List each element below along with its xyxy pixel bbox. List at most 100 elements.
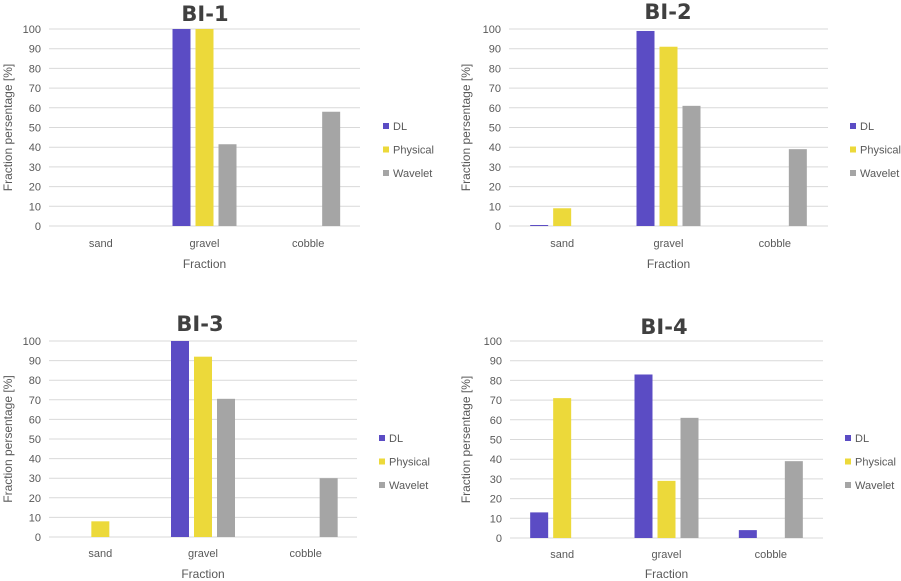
bar-wavelet-cobble — [784, 461, 803, 538]
bar-wavelet-gravel — [680, 417, 699, 538]
y-tick-label: 100 — [484, 336, 502, 348]
x-tick-label: cobble — [759, 238, 791, 250]
x-tick-label: gravel — [654, 238, 684, 250]
chart-panel-4: BI-4 0 10 20 30 40 50 60 70 80 90 100 Fraction perse… — [459, 315, 896, 581]
legend-swatch-physical — [845, 458, 851, 465]
bar-wavelet-gravel — [217, 398, 235, 537]
legend-label: Physical — [855, 457, 896, 469]
y-tick-label: 70 — [29, 83, 41, 95]
x-tick-label: cobble — [289, 548, 321, 560]
x-tick-label: gravel — [188, 548, 218, 560]
bar-dl-sand — [530, 225, 549, 226]
y-tick-label: 100 — [483, 24, 501, 36]
legend-swatch-dl — [383, 123, 389, 129]
legend: DL Physical Wavelet — [850, 121, 901, 180]
bar-physical-gravel — [195, 29, 214, 226]
legend-label: Physical — [389, 457, 430, 469]
x-tick-label: sand — [550, 238, 574, 250]
y-tick-label: 90 — [489, 44, 501, 56]
x-tick-label: sand — [550, 549, 574, 561]
chart-title: BI-1 — [181, 2, 228, 26]
y-tick-label: 60 — [490, 415, 502, 427]
legend-swatch-wavelet — [383, 170, 389, 176]
bar-physical-gravel — [194, 356, 212, 537]
y-tick-label: 40 — [29, 454, 41, 466]
bar-wavelet-cobble — [319, 478, 338, 537]
y-tick-label: 10 — [29, 512, 41, 524]
y-tick-label: 50 — [490, 435, 502, 447]
legend-swatch-wavelet — [845, 482, 851, 488]
y-tick-label: 80 — [490, 375, 502, 387]
chart-title: BI-2 — [644, 0, 691, 24]
legend-label: Wavelet — [389, 480, 428, 492]
x-tick-label: cobble — [292, 238, 324, 250]
y-tick-label: 60 — [29, 103, 41, 115]
bar-wavelet-gravel — [218, 144, 237, 226]
legend-label: Physical — [393, 145, 434, 157]
bar-physical-gravel — [657, 480, 676, 538]
chart-panel-2: BI-2 0 10 20 30 40 50 60 70 80 90 100 Fraction perse… — [459, 0, 901, 271]
x-axis-title: Fraction — [645, 567, 688, 581]
bar-wavelet-cobble — [322, 111, 341, 226]
x-axis-title: Fraction — [183, 257, 226, 271]
y-axis-title: Fraction persentage [%] — [459, 376, 473, 503]
legend-label: Wavelet — [860, 168, 899, 180]
bar-dl-gravel — [634, 374, 653, 538]
chart-panel-3: BI-3 0 10 20 30 40 50 60 70 80 90 100 Fraction perse… — [1, 312, 430, 581]
y-tick-label: 0 — [35, 532, 41, 544]
y-tick-label: 90 — [29, 44, 41, 56]
legend-label: Wavelet — [855, 480, 894, 492]
bar-wavelet-gravel — [682, 105, 701, 226]
legend: DL Physical Wavelet — [379, 433, 430, 492]
y-tick-label: 0 — [496, 533, 502, 545]
legend-label: DL — [860, 121, 874, 133]
bar-physical-sand — [553, 208, 572, 226]
y-tick-label: 50 — [489, 123, 501, 135]
y-tick-label: 100 — [23, 336, 41, 348]
y-tick-label: 40 — [29, 142, 41, 154]
legend-label: DL — [389, 433, 403, 445]
legend-swatch-wavelet — [850, 170, 856, 176]
bar-dl-sand — [530, 512, 549, 538]
bar-dl-gravel — [636, 30, 655, 226]
chart-panel-1: BI-1 0 10 20 30 40 50 60 70 80 90 100 Fraction perse… — [1, 2, 434, 271]
legend-label: Wavelet — [393, 168, 432, 180]
y-tick-label: 20 — [29, 182, 41, 194]
bar-physical-sand — [91, 521, 110, 537]
bar-wavelet-cobble — [788, 149, 807, 226]
y-tick-label: 30 — [29, 473, 41, 485]
y-tick-label: 40 — [490, 454, 502, 466]
chart-title: BI-3 — [176, 312, 223, 336]
y-tick-label: 30 — [490, 474, 502, 486]
bar-dl-gravel — [171, 341, 189, 537]
legend-swatch-dl — [845, 435, 851, 441]
legend-label: DL — [393, 121, 407, 133]
y-tick-label: 80 — [29, 63, 41, 75]
y-axis-title: Fraction persentage [%] — [1, 375, 15, 502]
bar-physical-sand — [553, 398, 572, 538]
y-axis-title: Fraction persentage [%] — [459, 64, 473, 191]
y-tick-label: 20 — [489, 182, 501, 194]
x-tick-label: cobble — [755, 549, 787, 561]
y-tick-label: 50 — [29, 434, 41, 446]
legend-label: DL — [855, 433, 869, 445]
legend: DL Physical Wavelet — [383, 121, 434, 180]
y-tick-label: 70 — [490, 395, 502, 407]
legend-swatch-physical — [383, 146, 389, 153]
y-tick-label: 20 — [490, 494, 502, 506]
chart-title: BI-4 — [640, 315, 687, 339]
y-tick-label: 80 — [29, 375, 41, 387]
bar-physical-gravel — [659, 46, 678, 227]
y-tick-label: 40 — [489, 142, 501, 154]
y-tick-label: 60 — [489, 103, 501, 115]
y-tick-label: 0 — [35, 221, 41, 233]
x-tick-label: sand — [89, 238, 113, 250]
x-axis-title: Fraction — [647, 257, 690, 271]
y-tick-label: 80 — [489, 63, 501, 75]
y-axis-title: Fraction persentage [%] — [1, 64, 15, 191]
y-tick-label: 0 — [495, 221, 501, 233]
y-tick-label: 60 — [29, 414, 41, 426]
bar-dl-cobble — [738, 530, 757, 538]
y-tick-label: 30 — [489, 162, 501, 174]
x-axis-title: Fraction — [181, 567, 224, 581]
